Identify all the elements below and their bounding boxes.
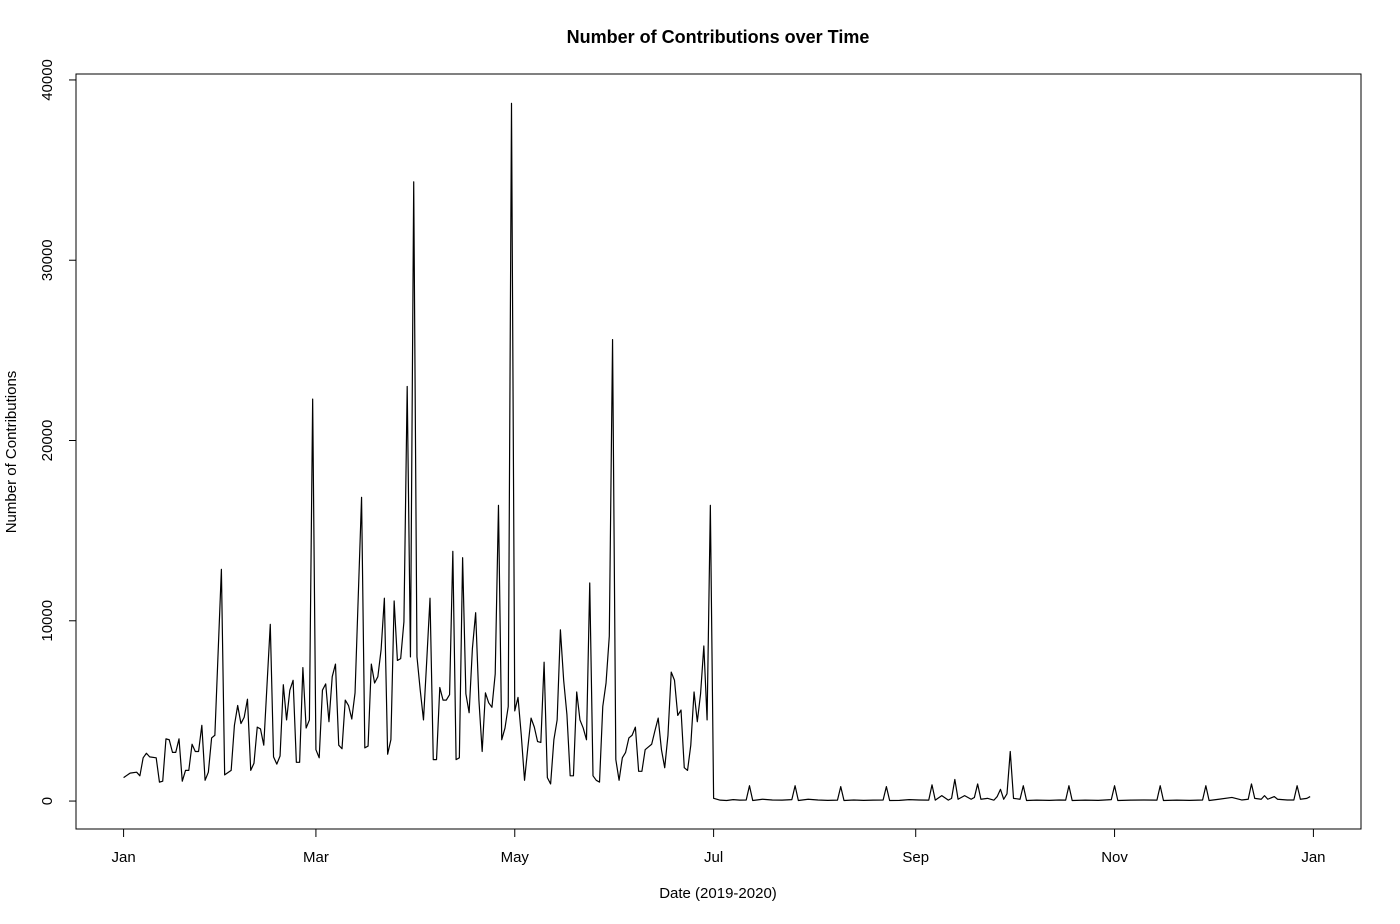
x-tick-label: Jul	[704, 849, 723, 866]
y-tick-label: 20000	[39, 420, 56, 462]
y-tick-label: 40000	[39, 59, 56, 101]
y-tick-label: 0	[39, 797, 56, 805]
chart-title: Number of Contributions over Time	[567, 27, 870, 47]
y-axis-label: Number of Contributions	[3, 371, 20, 534]
data-line	[123, 102, 1311, 802]
x-tick-label: Nov	[1101, 849, 1128, 866]
x-tick-label: Mar	[303, 849, 329, 866]
y-tick-label: 30000	[39, 239, 56, 281]
x-tick-label: Jan	[1301, 849, 1325, 866]
plot-box	[75, 73, 1362, 830]
x-axis-label: Date (2019-2020)	[659, 885, 777, 902]
x-tick-label: Sep	[902, 849, 929, 866]
x-tick-label: Jan	[111, 849, 135, 866]
x-tick-label: May	[501, 849, 530, 866]
y-tick-label: 10000	[39, 600, 56, 642]
